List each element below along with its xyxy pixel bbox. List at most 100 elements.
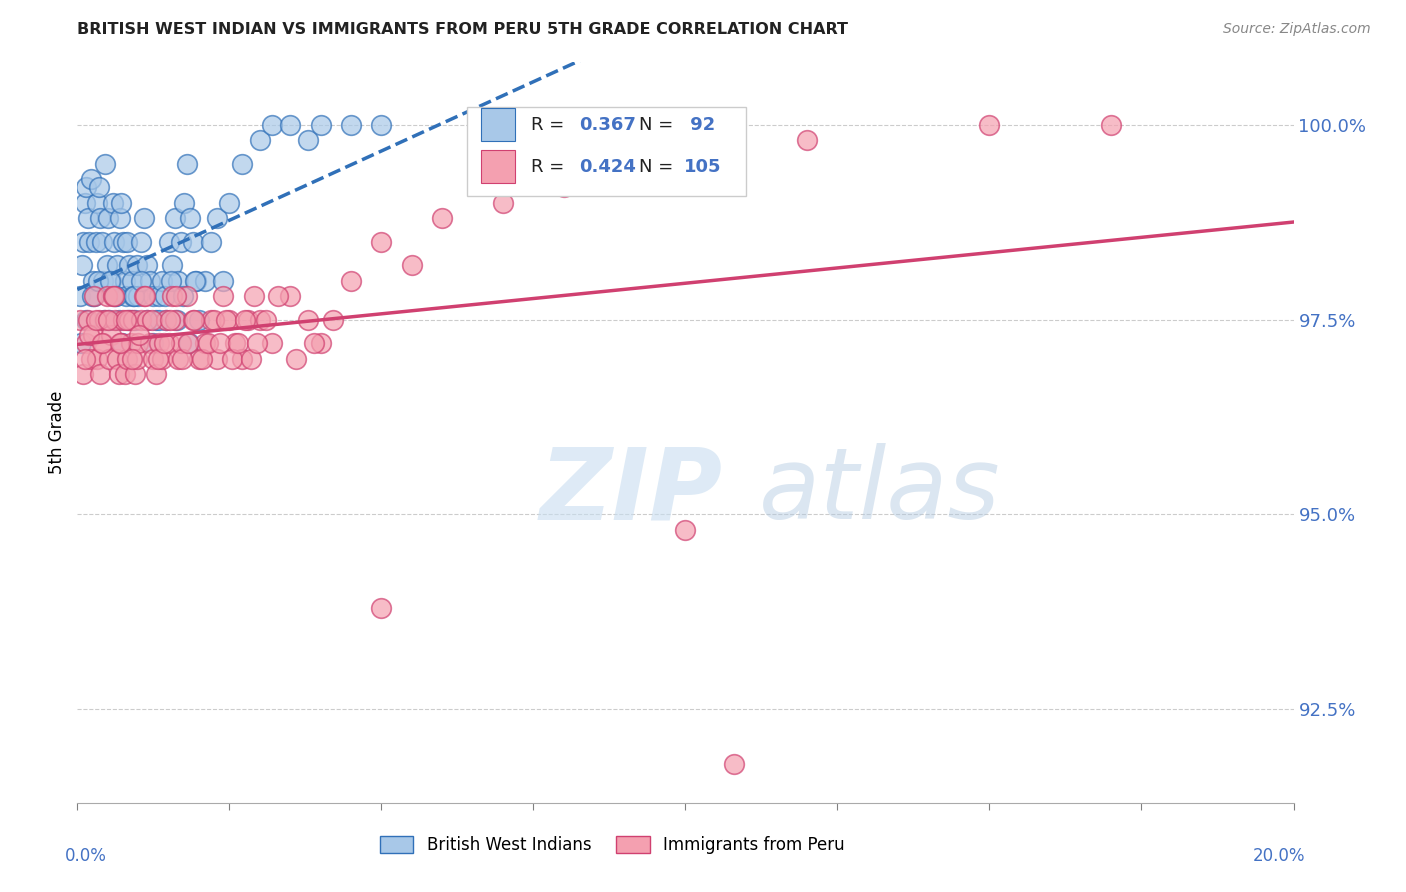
Point [121,274,143,288]
Point [70,258,93,272]
Point [105,289,128,303]
Point [181,312,204,326]
Point [122,312,145,326]
Point [165,289,187,303]
Point [176,157,198,171]
Point [205,351,228,366]
Point [103,235,125,249]
Text: 0.367: 0.367 [579,116,637,134]
Point [205,211,228,226]
Point [73,195,96,210]
Point [89,367,111,381]
Point [228,336,250,351]
Point [278,118,301,132]
Text: N =: N = [640,158,679,176]
Text: BRITISH WEST INDIAN VS IMMIGRANTS FROM PERU 5TH GRADE CORRELATION CHART: BRITISH WEST INDIAN VS IMMIGRANTS FROM P… [77,22,848,37]
Point [723,756,745,771]
Point [86,351,108,366]
Point [145,367,167,381]
Point [236,312,259,326]
Point [194,274,217,288]
Point [89,211,111,226]
Point [215,312,238,326]
Point [172,289,194,303]
Point [90,235,112,249]
Point [111,235,134,249]
Point [194,336,217,351]
Point [254,312,277,326]
Point [91,336,114,351]
Point [69,289,91,303]
Point [79,328,101,343]
Text: 0.0%: 0.0% [65,847,107,865]
Point [139,274,162,288]
Point [152,336,174,351]
Point [181,235,204,249]
Point [148,289,170,303]
Point [86,195,108,210]
Point [118,312,141,326]
Point [249,312,271,326]
Point [73,351,96,366]
Point [141,312,163,326]
Point [188,351,211,366]
Point [401,258,423,272]
Point [77,312,100,326]
Point [170,351,193,366]
Point [115,351,138,366]
Point [370,118,392,132]
Point [104,289,127,303]
FancyBboxPatch shape [481,108,515,141]
Point [129,274,152,288]
Point [115,235,138,249]
FancyBboxPatch shape [467,107,747,195]
Point [260,336,283,351]
Point [69,312,91,326]
Point [114,274,136,288]
Text: Source: ZipAtlas.com: Source: ZipAtlas.com [1223,22,1371,37]
Point [125,258,148,272]
Point [148,312,170,326]
Point [260,118,283,132]
Text: ZIP: ZIP [540,443,723,541]
Point [110,336,132,351]
Point [93,157,115,171]
Point [146,351,169,366]
Point [979,118,1001,132]
Point [370,235,392,249]
Point [157,336,180,351]
Point [160,289,183,303]
Point [200,312,222,326]
Point [114,367,136,381]
Point [96,289,118,303]
Point [79,235,101,249]
Point [267,289,290,303]
Point [163,312,186,326]
Text: 92: 92 [685,116,716,134]
Point [135,312,157,326]
Text: R =: R = [531,116,569,134]
Point [97,312,120,326]
Point [221,351,243,366]
Point [152,351,174,366]
Point [115,312,138,326]
Point [145,312,167,326]
Point [83,289,105,303]
Point [124,289,146,303]
Point [218,312,240,326]
Point [309,118,332,132]
Point [179,211,201,226]
Point [184,274,207,288]
Point [139,336,162,351]
Point [75,336,97,351]
Point [212,274,235,288]
Point [163,211,186,226]
Point [297,312,319,326]
Text: 0.424: 0.424 [579,158,637,176]
Point [100,274,122,288]
Point [309,336,332,351]
Point [87,312,110,326]
Text: 20.0%: 20.0% [1253,847,1306,865]
Point [249,133,271,147]
Point [224,336,246,351]
